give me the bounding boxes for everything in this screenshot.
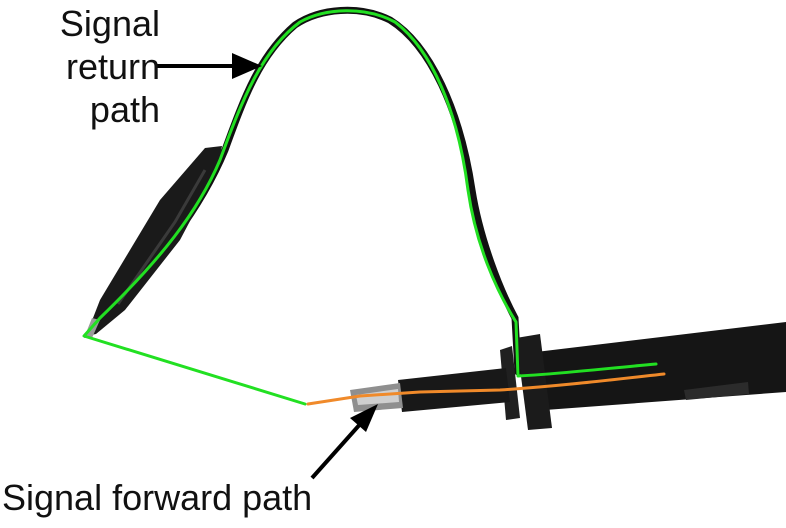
signal-forward-path-label: Signal forward path bbox=[2, 477, 313, 518]
oscilloscope-probe-icon bbox=[350, 322, 786, 430]
return-path-arrow bbox=[155, 53, 262, 79]
forward-path-arrow bbox=[310, 404, 378, 480]
signal-return-path-label-line-1: Signal bbox=[59, 3, 160, 44]
signal-return-path-line bbox=[82, 9, 658, 406]
signal-return-path-label: Signal return path bbox=[0, 2, 160, 131]
alligator-clip-icon bbox=[84, 146, 222, 338]
signal-forward-path-line bbox=[306, 372, 666, 406]
signal-return-path-label-line-2: return bbox=[65, 46, 160, 87]
signal-return-path-label-line-3: path bbox=[89, 89, 160, 130]
